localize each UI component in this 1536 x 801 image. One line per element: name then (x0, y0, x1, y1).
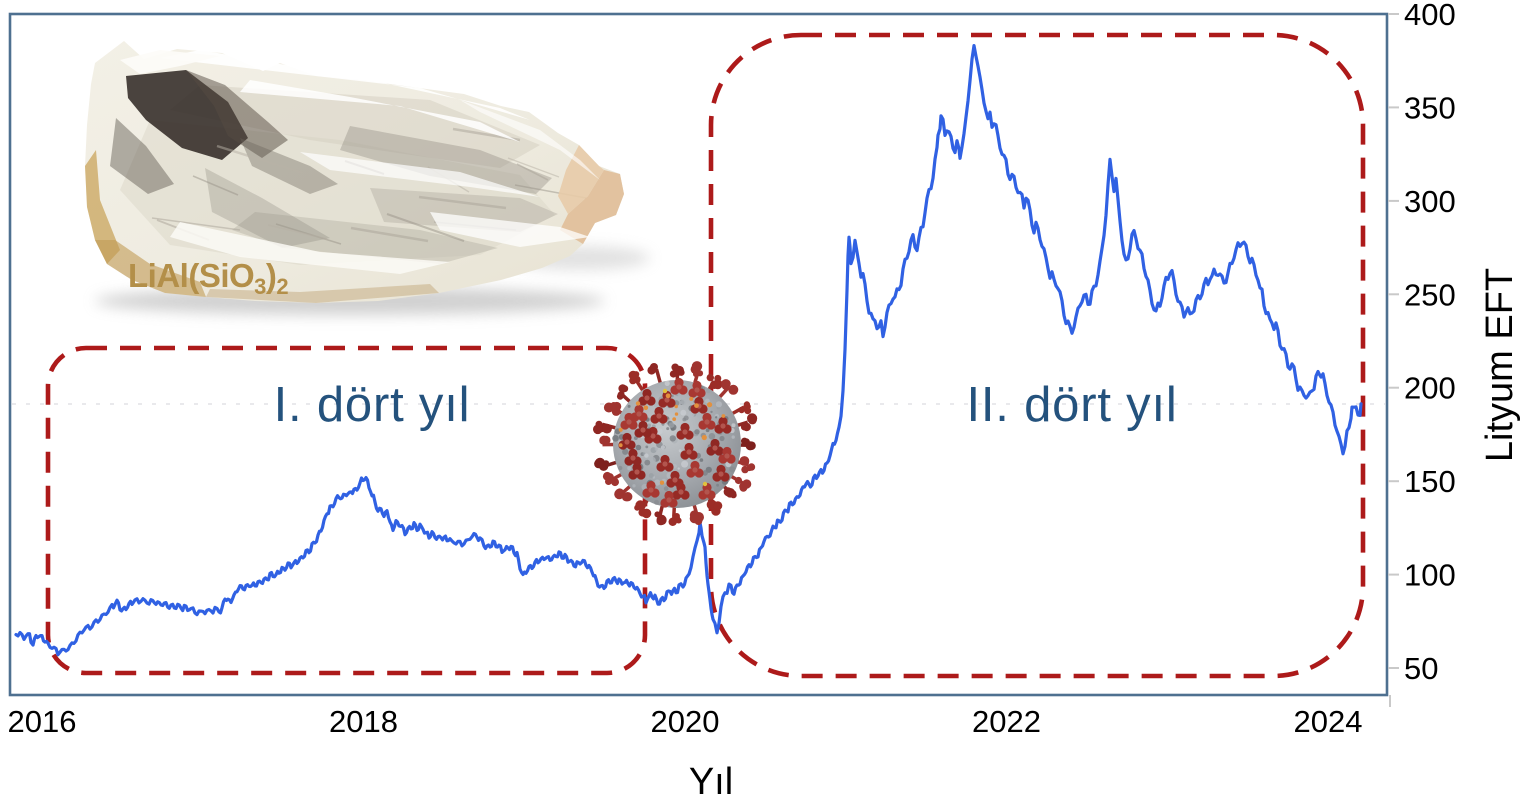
svg-text:350: 350 (1404, 90, 1456, 125)
svg-text:LiAl(SiO3)2: LiAl(SiO3)2 (128, 257, 288, 299)
svg-text:400: 400 (1404, 0, 1456, 32)
svg-text:150: 150 (1404, 464, 1456, 499)
svg-text:Yıl: Yıl (689, 761, 733, 801)
svg-text:2024: 2024 (1294, 704, 1363, 739)
svg-text:II. dört yıl: II. dört yıl (966, 378, 1177, 432)
svg-text:200: 200 (1404, 371, 1456, 406)
svg-text:Lityum EFT: Lityum EFT (1479, 268, 1521, 462)
svg-text:I. dört yıl: I. dört yıl (274, 378, 471, 432)
svg-text:100: 100 (1404, 558, 1456, 593)
svg-text:250: 250 (1404, 277, 1456, 312)
svg-text:2022: 2022 (972, 704, 1041, 739)
svg-text:300: 300 (1404, 184, 1456, 219)
svg-text:50: 50 (1404, 651, 1438, 686)
svg-text:2018: 2018 (329, 704, 398, 739)
svg-text:2016: 2016 (8, 704, 77, 739)
svg-text:2020: 2020 (651, 704, 720, 739)
